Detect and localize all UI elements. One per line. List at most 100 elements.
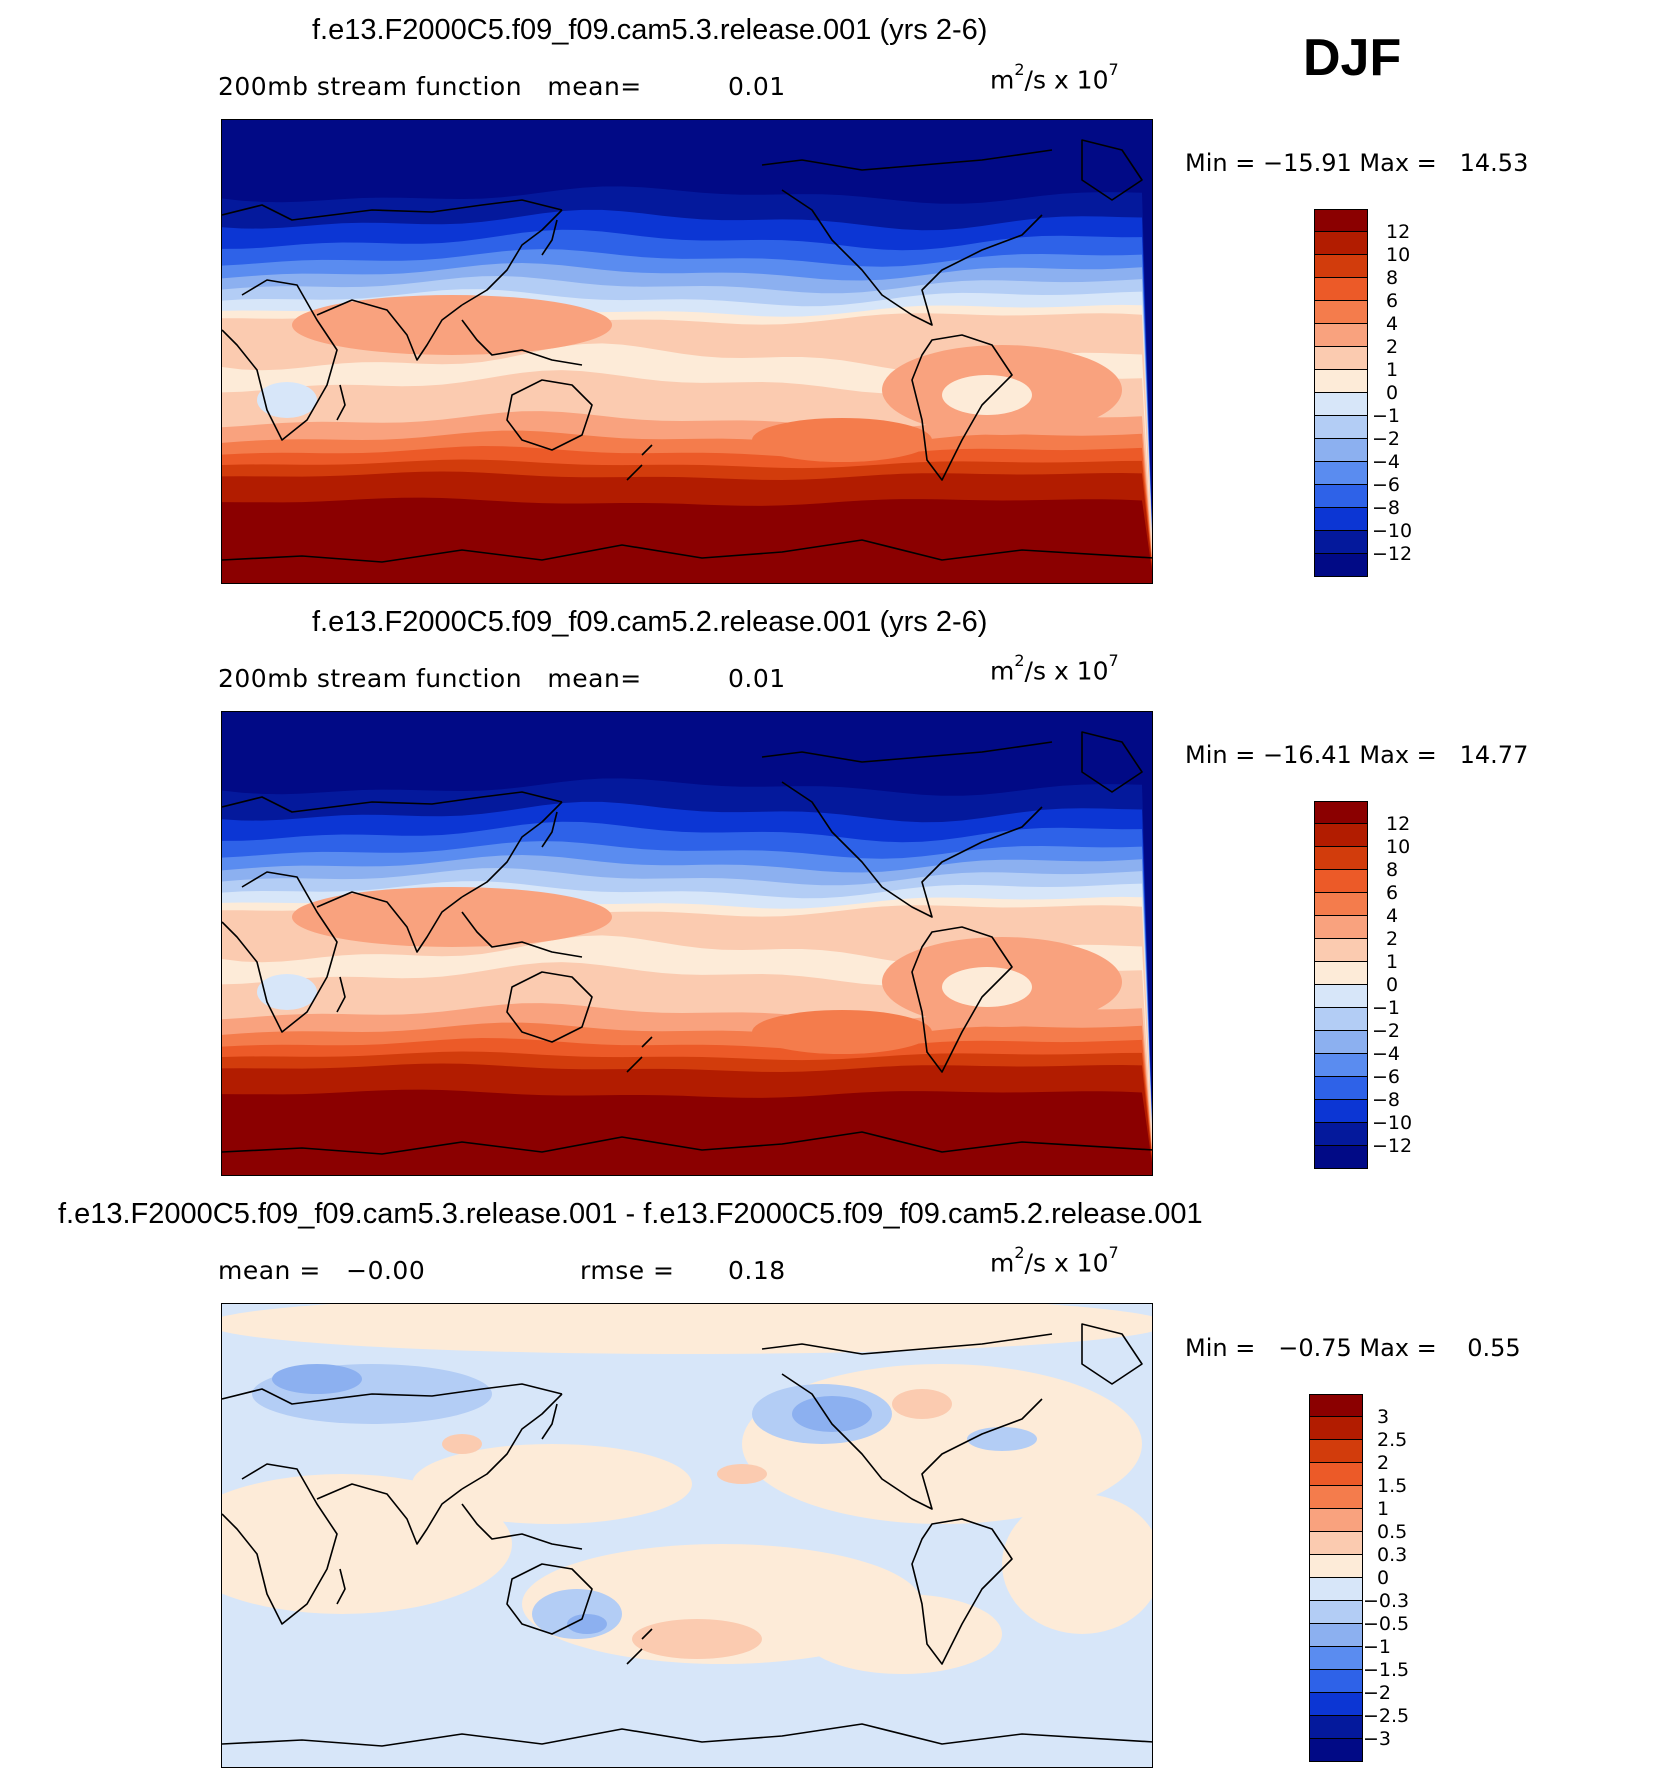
colorbar-tick-label: 12: [1386, 221, 1411, 243]
high-anomaly: [752, 418, 932, 462]
colorbar-swatch: [1309, 1693, 1363, 1716]
colorbar-swatch: [1314, 531, 1368, 554]
colorbar-tick-label: −3: [1363, 1728, 1392, 1750]
high-anomaly: [752, 1010, 932, 1054]
colorbar-tick-label: 2.5: [1377, 1429, 1408, 1451]
panel-3-title: f.e13.F2000C5.f09_f09.cam5.3.release.001…: [58, 1198, 1203, 1230]
colorbar-tick-label: −4: [1372, 451, 1401, 473]
colorbar-tick-label: 8: [1386, 267, 1399, 289]
colorbar-tick-label: 3: [1377, 1406, 1390, 1428]
coastline-path: [222, 199, 563, 221]
low-anomaly: [257, 382, 317, 418]
colorbar-swatch: [1314, 416, 1368, 439]
colorbar-swatch: [1314, 939, 1368, 962]
coastline-path: [911, 1518, 1013, 1665]
colorbar-swatch: [1314, 1031, 1368, 1054]
coastline-path: [541, 1403, 558, 1440]
coastline-path: [461, 1503, 583, 1550]
colorbar-swatch: [1314, 255, 1368, 278]
colorbar-swatch: [1314, 347, 1368, 370]
panel-1-units: m2/s x 107: [990, 60, 1119, 95]
colorbar-tick-label: 1: [1377, 1498, 1390, 1520]
colorbar-swatch: [1309, 1716, 1363, 1739]
negative-region: [567, 1614, 607, 1634]
coastline-path: [1081, 731, 1143, 793]
panel-3-minmax: Min = −0.75 Max = 0.55: [1185, 1334, 1521, 1362]
positive-region: [1002, 1494, 1152, 1634]
colorbar-swatch: [1309, 1440, 1363, 1463]
positive-region: [412, 1444, 692, 1524]
coastline-path: [781, 781, 1043, 918]
low-anomaly: [257, 974, 317, 1010]
panel-2-minmax: Min = −16.41 Max = 14.77: [1185, 741, 1529, 769]
colorbar-tick-label: 1: [1386, 359, 1399, 381]
panel-1-title: f.e13.F2000C5.f09_f09.cam5.3.release.001…: [312, 14, 988, 46]
contour-band: [222, 1089, 1152, 1175]
coastlines: [222, 731, 1152, 1155]
season-label: DJF: [1303, 29, 1402, 87]
coastline-path: [222, 279, 338, 441]
positive-region: [717, 1464, 767, 1484]
coastline-path: [506, 971, 593, 1043]
colorbar-swatch: [1314, 508, 1368, 531]
coastline-path: [222, 1463, 338, 1625]
positive-region: [442, 1434, 482, 1454]
coastline-path: [541, 811, 558, 848]
panel-1-minmax: Min = −15.91 Max = 14.53: [1185, 149, 1529, 177]
colorbar-swatch: [1309, 1670, 1363, 1693]
colorbar-tick-label: −10: [1372, 1112, 1413, 1134]
coastline-path: [336, 384, 346, 421]
coastline-path: [316, 891, 463, 953]
colorbar-swatch: [1314, 485, 1368, 508]
colorbar-swatch: [1314, 324, 1368, 347]
panel-3-rmse-label: rmse =: [580, 1256, 675, 1285]
colorbar-swatch: [1314, 1008, 1368, 1031]
colorbar-swatch: [1309, 1578, 1363, 1601]
colorbar-swatch: [1314, 301, 1368, 324]
coastline-path: [506, 1563, 593, 1635]
colorbar-tick-label: 0: [1386, 382, 1399, 404]
coastline-path: [761, 1333, 1053, 1355]
colorbar-tick-label: 0: [1386, 974, 1399, 996]
colorbar-swatch: [1314, 962, 1368, 985]
colorbar-swatch: [1309, 1624, 1363, 1647]
colorbar-swatch: [1309, 1555, 1363, 1578]
colorbar-tick-label: −8: [1372, 497, 1401, 519]
panel-3-units: m2/s x 107: [990, 1243, 1119, 1278]
colorbar-tick-label: 4: [1386, 313, 1399, 335]
coastline-path: [222, 871, 338, 1033]
panel-2-title: f.e13.F2000C5.f09_f09.cam5.2.release.001…: [312, 606, 988, 638]
colorbar-tick-label: 12: [1386, 813, 1411, 835]
colorbar-frame: [1309, 1394, 1363, 1762]
panel-1-mean-value: 0.01: [728, 72, 786, 101]
colorbar-swatch: [1309, 1486, 1363, 1509]
colorbar-swatch: [1314, 393, 1368, 416]
coastline-path: [222, 1723, 1152, 1747]
positive-region: [632, 1619, 762, 1659]
colorbar-tick-label: −6: [1372, 1066, 1401, 1088]
colorbar-tick-label: 6: [1386, 290, 1399, 312]
coastlines: [222, 139, 1152, 563]
colorbar-frame: [1314, 801, 1368, 1169]
colorbar-tick-label: 0.5: [1377, 1521, 1408, 1543]
panel-1-map: [221, 119, 1153, 584]
coastline-path: [222, 791, 563, 813]
coastline-path: [761, 149, 1053, 171]
coastline-path: [626, 1036, 653, 1073]
negative-region: [967, 1427, 1037, 1451]
coastline-path: [461, 911, 583, 958]
colorbar-tick-label: 4: [1386, 905, 1399, 927]
colorbar-tick-label: −12: [1372, 1135, 1413, 1157]
panel-3-map: [221, 1303, 1153, 1768]
coastline-path: [461, 801, 563, 898]
colorbar-tick-label: 6: [1386, 882, 1399, 904]
panel-3-mean: mean = −0.00: [218, 1256, 426, 1285]
panel-3-rmse-value: 0.18: [728, 1256, 786, 1285]
colorbar-tick-label: 2: [1386, 336, 1399, 358]
coastline-path: [761, 741, 1053, 763]
coastline-path: [626, 444, 653, 481]
colorbar-tick-label: −4: [1372, 1043, 1401, 1065]
colorbar-tick-label: −0.5: [1363, 1613, 1410, 1635]
coastline-path: [506, 379, 593, 451]
colorbar-swatch: [1314, 1100, 1368, 1123]
